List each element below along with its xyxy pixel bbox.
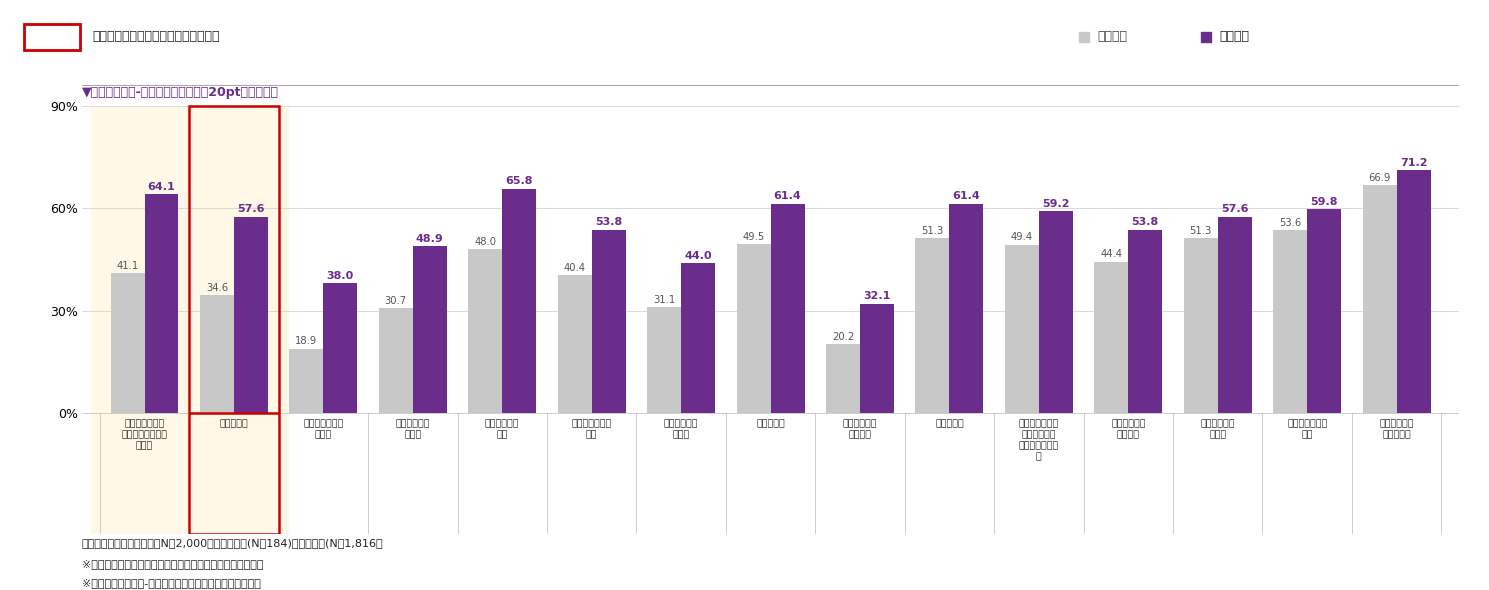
- Text: 38.0: 38.0: [326, 271, 354, 281]
- Text: 体験あり: 体験あり: [1219, 30, 1249, 43]
- Text: 51.3: 51.3: [922, 226, 944, 236]
- Bar: [1129, 230, 1163, 413]
- Bar: [737, 244, 771, 413]
- Text: 44.0: 44.0: [685, 251, 712, 261]
- Bar: [826, 344, 861, 413]
- Bar: [648, 307, 680, 413]
- Text: 31.1: 31.1: [654, 294, 675, 304]
- Text: 成長したい: 成長したい: [935, 419, 963, 428]
- Text: 人から尊敬さ
れたい: 人から尊敬さ れたい: [664, 419, 698, 439]
- Text: 疎外感を感じ
たくない: 疎外感を感じ たくない: [1111, 419, 1145, 439]
- Text: 57.6: 57.6: [237, 204, 265, 214]
- Text: 48.0: 48.0: [475, 237, 496, 247]
- Text: 61.4: 61.4: [774, 191, 801, 201]
- Bar: [200, 295, 234, 413]
- Text: 71.2: 71.2: [1400, 158, 1428, 168]
- Bar: [591, 230, 625, 413]
- Bar: [916, 238, 950, 413]
- Text: 53.8: 53.8: [1132, 217, 1158, 227]
- Bar: [91, 413, 287, 534]
- Bar: [680, 263, 715, 413]
- Text: 44.4: 44.4: [1100, 249, 1123, 259]
- Bar: [378, 309, 412, 413]
- Bar: [412, 246, 447, 413]
- Text: 30.7: 30.7: [384, 296, 406, 306]
- Text: 誰かに影響を
与えたい: 誰かに影響を 与えたい: [843, 419, 877, 439]
- Text: 34.6: 34.6: [205, 283, 228, 293]
- Text: 66.9: 66.9: [1368, 172, 1391, 182]
- Bar: [234, 217, 268, 413]
- Text: 53.6: 53.6: [1279, 218, 1301, 228]
- Text: 人に嫌われたく
ない: 人に嫌われたく ない: [1286, 419, 1327, 439]
- Bar: [189, 413, 278, 534]
- Text: 61.4: 61.4: [953, 191, 980, 201]
- Text: 53.8: 53.8: [596, 217, 622, 227]
- Bar: [1218, 217, 1252, 413]
- Text: 好奇心を満た
したい: 好奇心を満た したい: [1200, 419, 1234, 439]
- Text: 人から認められ
たい: 人から認められ たい: [572, 419, 612, 439]
- Text: ※項目は【体験あり-体験なし】の差が大きい順に並び替え: ※項目は【体験あり-体験なし】の差が大きい順に並び替え: [82, 578, 261, 588]
- Bar: [1307, 209, 1342, 413]
- Bar: [1362, 185, 1397, 413]
- Text: 20.2: 20.2: [832, 332, 855, 342]
- Bar: [1273, 230, 1307, 413]
- Text: アーリーアダプターの特徴を示す項目: アーリーアダプターの特徴を示す項目: [92, 30, 220, 43]
- Text: 48.9: 48.9: [415, 234, 444, 244]
- Bar: [289, 349, 323, 413]
- Bar: [189, 106, 278, 413]
- Text: 夢やロマン、感
動、興奮など
心を動かされた
い: 夢やロマン、感 動、興奮など 心を動かされた い: [1018, 419, 1059, 461]
- Text: 挑戦したい: 挑戦したい: [219, 419, 249, 428]
- Bar: [323, 283, 357, 413]
- Text: 32.1: 32.1: [864, 291, 890, 301]
- Bar: [144, 195, 179, 413]
- Text: 51.3: 51.3: [1190, 226, 1212, 236]
- Bar: [771, 204, 804, 413]
- Bar: [468, 250, 502, 413]
- Text: 優越感を味わ
いたい: 優越感を味わ いたい: [396, 419, 430, 439]
- Text: 59.8: 59.8: [1310, 196, 1339, 206]
- Text: 64.1: 64.1: [147, 182, 176, 192]
- Text: 達成したい: 達成したい: [756, 419, 785, 428]
- Bar: [502, 189, 536, 413]
- Bar: [558, 276, 591, 413]
- Text: 18.9: 18.9: [295, 336, 317, 346]
- Text: 理想を実現し
たい: 理想を実現し たい: [485, 419, 520, 439]
- Text: 59.2: 59.2: [1042, 199, 1069, 209]
- Text: 遊び心やクリエ
イティビティを感
じたい: 遊び心やクリエ イティビティを感 じたい: [122, 419, 167, 450]
- Bar: [1397, 171, 1431, 413]
- Text: 基数：調査対象者全体　（N＝2,000）、体験あり(N＝184)、体験なし(N＝1,816）: 基数：調査対象者全体 （N＝2,000）、体験あり(N＝184)、体験なし(N＝…: [82, 539, 384, 549]
- Bar: [24, 24, 80, 50]
- Text: 制限されず自
由にしたい: 制限されず自 由にしたい: [1379, 419, 1415, 439]
- Text: ※スコアは「非常にあてはまる」＋「ややあてはまる」の計: ※スコアは「非常にあてはまる」＋「ややあてはまる」の計: [82, 559, 264, 569]
- Text: 49.5: 49.5: [743, 232, 765, 242]
- Bar: [91, 106, 287, 413]
- Text: 41.1: 41.1: [116, 261, 138, 270]
- Bar: [1005, 245, 1039, 413]
- Bar: [1184, 238, 1218, 413]
- Text: 40.4: 40.4: [564, 263, 585, 273]
- Bar: [861, 304, 893, 413]
- Text: 57.6: 57.6: [1221, 204, 1248, 214]
- Text: 49.4: 49.4: [1011, 232, 1033, 242]
- Text: ▼「体験あり」-「体験なし」の差が20pt以上の項目: ▼「体験あり」-「体験なし」の差が20pt以上の項目: [82, 86, 278, 100]
- Bar: [950, 204, 983, 413]
- Bar: [1094, 261, 1129, 413]
- Bar: [1039, 211, 1074, 413]
- Text: 65.8: 65.8: [505, 176, 533, 186]
- Bar: [110, 273, 144, 413]
- Text: 自分をアピール
したい: 自分をアピール したい: [304, 419, 344, 439]
- Text: 体験なし: 体験なし: [1097, 30, 1127, 43]
